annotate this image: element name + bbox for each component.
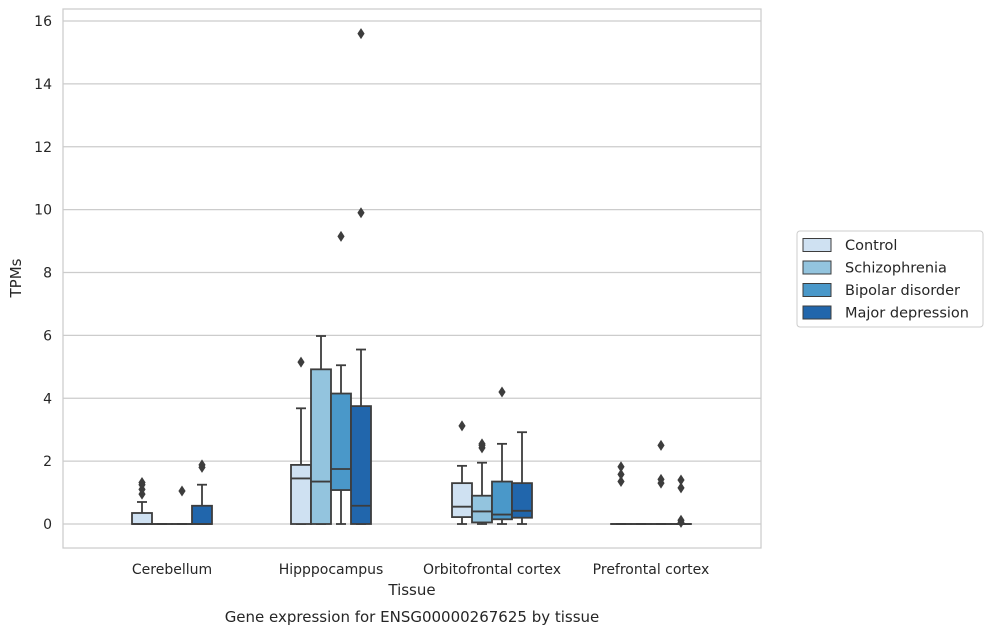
outlier-point <box>617 476 625 488</box>
box-body <box>310 368 332 525</box>
grid-lines <box>63 20 761 525</box>
box-0-3 <box>610 461 632 525</box>
box-body <box>131 512 153 525</box>
box-1-2 <box>471 438 493 525</box>
x-tick-label-3: Prefrontal cortex <box>593 562 710 578</box>
x-tick-label-1: Hipppocampus <box>279 562 384 578</box>
outlier-point <box>357 207 365 219</box>
box-0-1 <box>290 356 312 525</box>
legend-swatch-0 <box>802 238 832 252</box>
legend-label-3: Major depression <box>845 306 969 322</box>
y-tick-label-0: 0 <box>43 517 52 533</box>
legend-swatch-2 <box>802 283 832 297</box>
y-tick-label-6: 6 <box>43 328 52 344</box>
x-axis-label: Tissue <box>387 581 435 599</box>
box-body <box>350 405 372 525</box>
box-body <box>511 482 533 519</box>
box-0-0 <box>131 477 153 525</box>
outlier-point <box>138 477 146 489</box>
legend-label-1: Schizophrenia <box>845 261 947 277</box>
outlier-point <box>657 439 665 451</box>
outlier-point <box>677 482 685 494</box>
box-body <box>290 463 312 525</box>
y-axis-label: TPMs <box>7 258 25 298</box>
box-3-0 <box>191 459 213 525</box>
y-tick-label-12: 12 <box>34 140 52 156</box>
outlier-point <box>357 28 365 40</box>
box-2-0 <box>171 485 193 525</box>
outlier-point <box>498 386 506 398</box>
outlier-point <box>657 473 665 485</box>
box-body <box>451 482 473 518</box>
outlier-point <box>617 461 625 473</box>
box-2-1 <box>330 230 352 525</box>
box-body <box>330 392 352 491</box>
outlier-point <box>478 438 486 450</box>
x-tick-label-0: Cerebellum <box>132 562 212 578</box>
y-axis-ticks: 0 2 4 6 8 10 12 14 16 <box>34 14 52 533</box>
outlier-point <box>677 514 685 526</box>
outlier-point <box>337 230 345 242</box>
legend-swatch-1 <box>802 260 832 275</box>
box-2-2 <box>491 386 513 525</box>
legend-label-0: Control <box>845 238 897 254</box>
y-tick-label-4: 4 <box>43 391 52 407</box>
box-0-2 <box>451 420 473 525</box>
legend-frame <box>796 230 984 328</box>
outlier-point <box>198 459 206 471</box>
outlier-point <box>617 468 625 480</box>
y-tick-label-8: 8 <box>43 266 52 282</box>
box-3-2 <box>511 431 533 525</box>
y-tick-label-10: 10 <box>34 203 52 219</box>
outlier-point <box>458 420 466 432</box>
y-tick-label-14: 14 <box>34 77 52 93</box>
legend-swatch-3 <box>802 305 832 320</box>
x-tick-label-2: Orbitofrontal cortex <box>423 562 561 578</box>
y-tick-label-16: 16 <box>34 14 52 30</box>
y-tick-label-2: 2 <box>43 454 52 470</box>
plot-area <box>62 8 762 549</box>
box-body <box>491 480 513 521</box>
legend-label-2: Bipolar disorder <box>845 283 960 299</box>
box-body <box>471 494 493 524</box>
outlier-point <box>677 474 685 486</box>
legend: Control Schizophrenia Bipolar disorder Majo… <box>796 230 984 328</box>
outlier-point <box>178 485 186 497</box>
outlier-point <box>297 356 305 368</box>
boxes <box>131 28 692 528</box>
box-3-1 <box>350 28 372 525</box>
box-3-3 <box>670 474 692 528</box>
chart-caption: Gene expression for ENSG00000267625 by t… <box>225 608 600 626</box>
x-axis-ticks: Cerebellum Hipppocampus Orbitofrontal cort… <box>132 562 709 578</box>
box-2-3 <box>650 439 672 525</box>
box-body <box>191 504 213 525</box>
